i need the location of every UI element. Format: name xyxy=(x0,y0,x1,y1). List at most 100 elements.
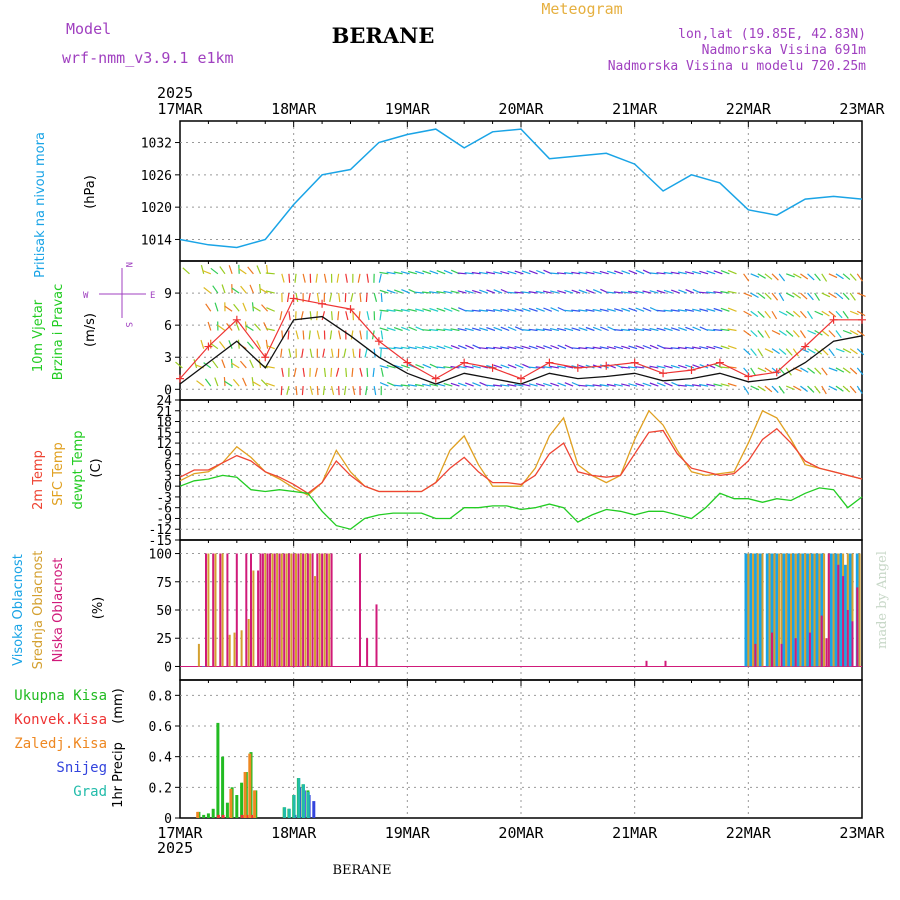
cloud-bar xyxy=(306,553,309,667)
wind-arrow xyxy=(642,328,652,332)
wind-arrow xyxy=(252,306,261,312)
cloud-bar xyxy=(749,553,753,667)
wind-arrow xyxy=(684,271,695,275)
cloud-bar xyxy=(851,553,854,667)
wind-arrow xyxy=(266,382,275,387)
y-tick-label: 3 xyxy=(164,469,172,484)
wind-arrow xyxy=(635,290,645,294)
wind-arrow xyxy=(286,385,290,395)
wind-arrow xyxy=(393,384,403,387)
wind-arrow xyxy=(350,330,354,340)
wind-arrow xyxy=(656,327,666,332)
cloud-bar xyxy=(214,553,217,667)
cloud-bar xyxy=(794,553,797,667)
y-tick-label: 0.4 xyxy=(149,751,173,766)
precip-bar xyxy=(243,772,247,818)
wind-arrow xyxy=(828,348,835,357)
wind-arrow xyxy=(713,328,723,332)
wind-arrow xyxy=(856,330,865,337)
wind-arrow xyxy=(436,328,446,332)
wind-arrow xyxy=(614,270,624,275)
precip-frame xyxy=(179,679,863,819)
wind-arrow xyxy=(188,308,196,311)
wind-arrow xyxy=(706,383,716,387)
wind-arrow xyxy=(316,330,320,340)
y-tick-label: -9 xyxy=(156,512,172,527)
top-date-label: 22MAR xyxy=(726,100,772,118)
wind-arrow xyxy=(778,348,787,355)
wind-arrow xyxy=(493,271,503,275)
precip-bar xyxy=(211,808,215,818)
wind-arrow xyxy=(521,291,531,294)
wind-arrow xyxy=(585,326,595,332)
wind-arrow xyxy=(231,287,240,294)
wind-arrow xyxy=(366,273,369,283)
wind-arrow xyxy=(757,292,766,299)
wind-arrow xyxy=(778,330,787,336)
wind-arrow xyxy=(400,271,410,275)
wind-arrow xyxy=(713,270,723,275)
y-tick-label: 6 xyxy=(164,459,172,474)
wind-arrow xyxy=(814,273,821,282)
wind-arrow xyxy=(288,348,292,358)
wind-arrow xyxy=(478,309,488,312)
gust-point xyxy=(261,353,270,362)
cloud-bar xyxy=(771,632,773,667)
wind-arrow xyxy=(743,292,753,297)
wind-arrow xyxy=(807,329,817,335)
wind-arrow xyxy=(656,365,666,369)
wind-arrow xyxy=(649,344,659,350)
wind-arrow xyxy=(422,270,432,275)
top-time-axis: 17MAR 18MAR 19MAR 20MAR 21MAR 22MAR 23MAR xyxy=(157,100,885,118)
wind-arrow xyxy=(207,321,212,331)
wind-arrow xyxy=(309,311,312,321)
cloud-bar xyxy=(280,553,283,667)
cloud-bar xyxy=(825,638,828,667)
wind-arrow xyxy=(357,273,361,283)
precip-bar xyxy=(302,784,305,818)
cloud-bar xyxy=(247,619,250,667)
wind-arrow xyxy=(727,345,737,350)
wind-arrow xyxy=(379,311,382,321)
cloud-bar xyxy=(295,553,297,667)
model-label: Model xyxy=(66,20,111,38)
cloud-bar xyxy=(754,643,757,667)
wind-arrow xyxy=(628,307,638,312)
wind-arrow xyxy=(543,382,552,387)
pressure-axis-title: Pritisak na nivou mora xyxy=(33,132,48,278)
compass-e: E xyxy=(150,291,155,301)
wind-arrow xyxy=(613,383,623,387)
wind-arrow xyxy=(578,309,588,312)
wind-arrow xyxy=(542,290,552,294)
pressure-panel: 1014 1020 1026 1032 xyxy=(141,120,863,262)
cloud-bar xyxy=(837,564,840,667)
wind-arrow xyxy=(620,328,631,332)
wind-arrow xyxy=(549,272,559,275)
wind-arrow xyxy=(185,360,190,368)
wind-arrow xyxy=(500,308,510,312)
wind-arrow xyxy=(380,367,384,377)
wind-axis-title-1: 10m Vjetar xyxy=(31,299,46,372)
dewpt-series xyxy=(179,474,863,530)
wind-arrow xyxy=(856,385,863,394)
wind-arrow xyxy=(221,359,226,369)
wind-arrow xyxy=(302,330,305,340)
wind-arrow xyxy=(671,289,680,294)
cloud-bar xyxy=(359,553,361,667)
wind-arrow xyxy=(821,310,830,317)
wind-arrow xyxy=(379,382,389,387)
wind-arrow xyxy=(288,311,291,321)
wind-arrow xyxy=(792,330,800,338)
precip-bar xyxy=(221,756,225,818)
cloud-bar xyxy=(858,553,861,667)
wind-arrow xyxy=(564,272,574,275)
wind-arrow xyxy=(393,309,403,312)
wind-arrow xyxy=(224,380,233,387)
wind-arrow xyxy=(606,270,616,275)
wind-arrow xyxy=(699,308,709,312)
wind-arrow xyxy=(663,327,673,332)
wind-arrow xyxy=(771,273,779,281)
y-tick-label: 1014 xyxy=(141,233,172,248)
wind-arrow xyxy=(380,330,384,340)
wind-arrow xyxy=(599,270,609,275)
